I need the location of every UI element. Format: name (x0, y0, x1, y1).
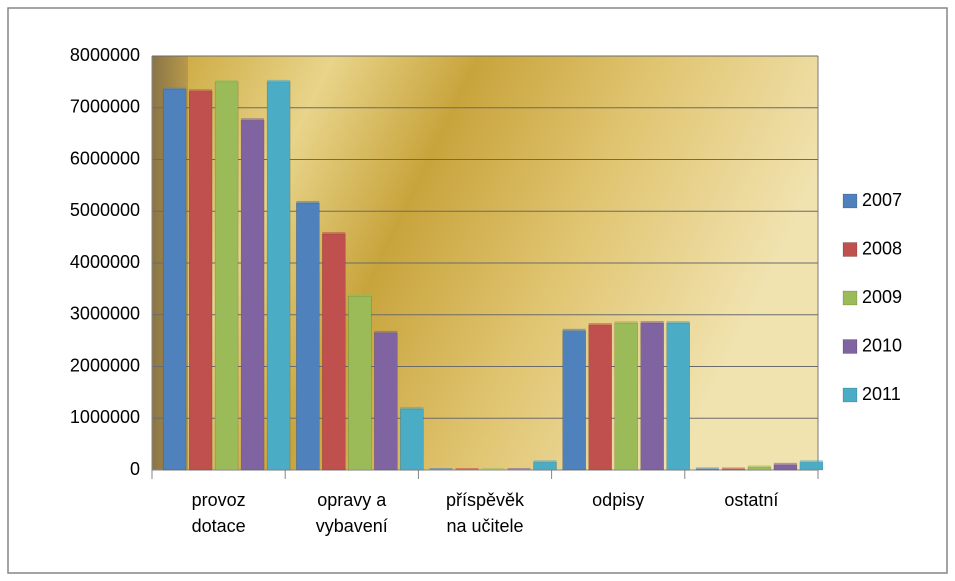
bar (533, 461, 557, 471)
bar (562, 330, 586, 471)
legend-swatch (842, 339, 858, 354)
bar (773, 464, 798, 471)
bar-top (241, 118, 265, 121)
legend-label: 2009 (862, 287, 902, 307)
y-tick-label: 8000000 (70, 45, 140, 65)
x-tick-label: provoz dotace (191, 490, 246, 536)
legend-swatch (842, 193, 858, 209)
x-tick-label: opravy a vybavení (315, 490, 388, 536)
x-tick-label: příspěvěk na učitele (445, 490, 525, 536)
legend-swatch (842, 242, 858, 257)
bar-top (588, 323, 612, 326)
bar-top (455, 468, 479, 470)
bar-top (374, 330, 398, 333)
bar (374, 332, 398, 471)
bar-top (721, 467, 745, 470)
bar-top (533, 460, 557, 463)
x-tick-label: odpisy (592, 490, 645, 510)
bar-top (614, 321, 638, 324)
bar (799, 461, 824, 471)
bar (214, 81, 239, 471)
bar-top (348, 294, 372, 297)
y-tick-label: 2000000 (70, 355, 140, 375)
bar (322, 233, 346, 471)
bar-top (189, 89, 213, 92)
bar-top (400, 406, 424, 409)
bar (614, 322, 638, 471)
bar (162, 89, 187, 471)
bar (188, 90, 213, 471)
x-tick-label: ostatní (724, 490, 779, 510)
y-tick-label: 4000000 (70, 252, 140, 272)
legend-swatch (842, 387, 858, 403)
bar (640, 322, 664, 471)
bar-top (163, 87, 187, 90)
bar (240, 119, 265, 471)
bar-top (322, 232, 346, 235)
y-tick-label: 0 (130, 459, 140, 479)
bar-top (773, 462, 797, 465)
bar (400, 408, 424, 471)
bar-top (799, 460, 823, 463)
bar (296, 202, 320, 471)
bar-top (695, 467, 719, 470)
bar (266, 81, 291, 471)
bar (695, 469, 720, 471)
bar (747, 467, 772, 471)
bar-top (267, 79, 291, 82)
bar (348, 295, 372, 471)
legend-label: 2011 (862, 384, 901, 404)
bar-top (215, 79, 239, 82)
bar-top (481, 468, 505, 470)
y-tick-label: 1000000 (70, 407, 140, 427)
y-tick-label: 6000000 (70, 148, 140, 168)
bar-top (562, 328, 586, 331)
bar-top (666, 321, 690, 324)
bar-top (640, 321, 664, 324)
bar-top (507, 468, 531, 470)
bar (721, 469, 746, 471)
bar-top (296, 200, 320, 203)
y-tick-label: 7000000 (70, 97, 140, 117)
bar (666, 322, 690, 471)
bar (588, 324, 612, 471)
legend-swatch (842, 290, 858, 306)
legend-label: 2010 (862, 335, 902, 355)
legend-label: 2008 (862, 238, 902, 258)
y-tick-label: 5000000 (70, 200, 140, 220)
bar-top (747, 465, 771, 468)
y-tick-label: 3000000 (70, 304, 140, 324)
legend-label: 2007 (862, 190, 902, 210)
bar-top (429, 468, 453, 470)
